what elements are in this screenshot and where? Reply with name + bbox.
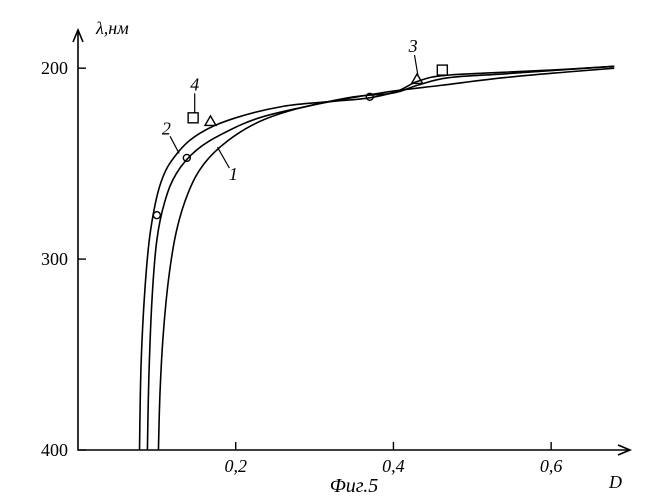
marker-triangle	[205, 116, 216, 126]
annotation-label: 4	[190, 74, 199, 94]
marker-square	[188, 113, 198, 123]
x-tick-label: 0,6	[540, 456, 563, 476]
annotation-leader	[170, 136, 179, 153]
x-tick-label: 0,4	[382, 456, 405, 476]
y-axis-label: λ,нм	[95, 18, 129, 38]
annotation-label: 1	[229, 164, 238, 184]
annotation-label: 2	[162, 118, 171, 138]
marker-square	[437, 65, 447, 75]
y-tick-label: 300	[41, 249, 68, 269]
y-tick-label: 400	[41, 440, 68, 460]
curve-1	[158, 68, 614, 450]
x-axis-label: D	[608, 472, 622, 492]
annotation-label: 3	[408, 36, 418, 56]
annotation-leader	[217, 147, 229, 168]
y-tick-label: 200	[41, 58, 68, 78]
figure-caption: Фиг.5	[330, 475, 379, 497]
x-tick-label: 0,2	[224, 456, 247, 476]
curve-3	[140, 66, 615, 450]
marker-circle	[153, 212, 160, 219]
annotation-leader	[414, 55, 418, 77]
